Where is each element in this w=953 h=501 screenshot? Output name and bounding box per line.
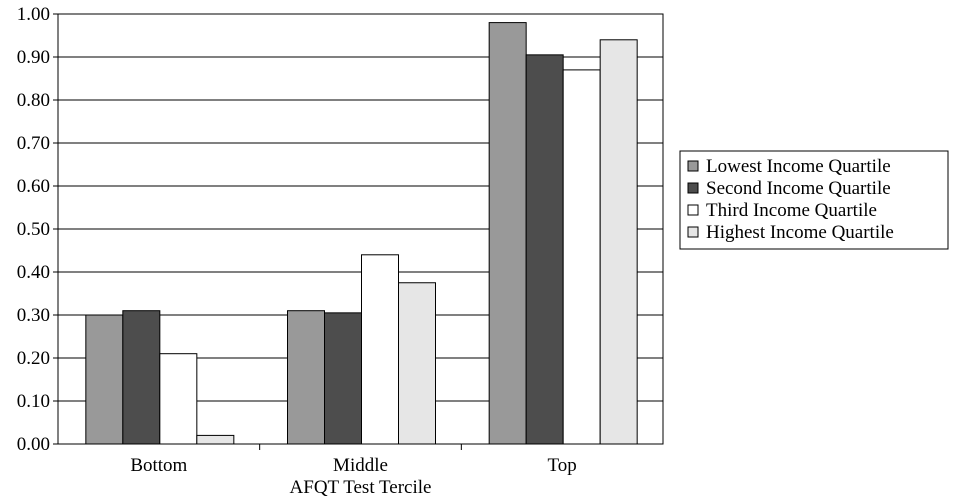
bar-second-income-quartile-top	[525, 54, 564, 445]
bar-second-income-quartile-middle	[324, 312, 362, 445]
bar-third-income-quartile-bottom	[159, 353, 198, 445]
bar-lowest-income-quartile-middle	[287, 310, 325, 445]
y-tick-label: 0.40	[17, 262, 50, 283]
bar-second-income-quartile-bottom	[122, 310, 161, 445]
y-axis-ticks: 0.00 0.10 0.20 0.30 0.40 0.50 0.60 0.70 0.80 0.90…	[17, 4, 58, 455]
x-axis-label: AFQT Test Tercile	[290, 477, 432, 498]
bar-lowest-income-quartile-top	[488, 22, 527, 445]
y-tick-label: 0.10	[17, 391, 50, 412]
y-tick-label: 0.30	[17, 305, 50, 326]
x-category-label: Middle	[333, 455, 388, 476]
y-tick-label: 0.20	[17, 348, 50, 369]
legend-swatch	[687, 182, 699, 194]
y-tick-label: 1.00	[17, 4, 50, 25]
legend-label: Second Income Quartile	[706, 178, 891, 199]
x-category-label: Bottom	[130, 455, 187, 476]
legend-label: Third Income Quartile	[706, 200, 877, 221]
bar-highest-income-quartile-bottom	[196, 434, 235, 445]
bar-third-income-quartile-middle	[361, 254, 399, 445]
x-category-label: Top	[548, 455, 577, 476]
legend-swatch	[687, 204, 699, 216]
legend-swatch	[687, 226, 699, 238]
y-tick-label: 0.00	[17, 434, 50, 455]
y-tick-label: 0.60	[17, 176, 50, 197]
legend-label: Highest Income Quartile	[706, 222, 894, 243]
y-tick-label: 0.70	[17, 133, 50, 154]
y-tick-label: 0.50	[17, 219, 50, 240]
bar-highest-income-quartile-top	[599, 39, 638, 445]
y-tick-label: 0.90	[17, 47, 50, 68]
y-tick-label: 0.80	[17, 90, 50, 111]
bar-third-income-quartile-top	[562, 69, 601, 445]
x-axis-ticks: Bottom Middle Top	[130, 444, 577, 476]
legend-swatch	[687, 160, 699, 172]
legend-box	[679, 150, 949, 250]
bar-highest-income-quartile-middle	[398, 282, 436, 445]
legend-label: Lowest Income Quartile	[706, 156, 891, 177]
bars	[85, 22, 638, 445]
bar-lowest-income-quartile-bottom	[85, 314, 124, 445]
